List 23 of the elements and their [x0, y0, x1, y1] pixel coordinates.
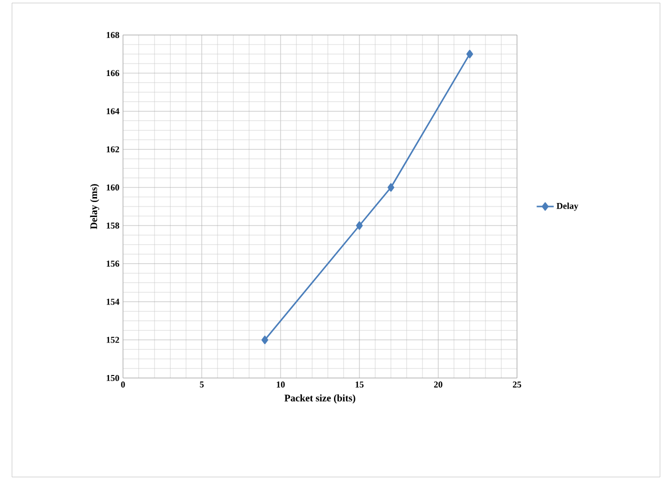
x-tick-label: 25: [512, 382, 522, 388]
y-tick-label: 150: [106, 374, 120, 382]
y-tick-label: 168: [106, 32, 120, 38]
y-tick-label: 152: [106, 336, 120, 343]
x-tick-label: 10: [276, 382, 285, 388]
y-tick-label: 160: [106, 184, 120, 190]
y-tick-label: 162: [106, 146, 120, 152]
x-axis-title: Packet size (bits): [284, 394, 356, 404]
point: [261, 336, 268, 344]
x-tick-label: 5: [200, 382, 204, 388]
x-tick-label: 15: [356, 382, 364, 388]
y-tick-label: 158: [106, 222, 120, 229]
y-tick-label: 156: [106, 260, 120, 267]
point: [466, 50, 474, 58]
x-tick-label: 0: [121, 382, 125, 388]
legend-label: Delay: [556, 202, 578, 211]
y-tick-label: 166: [106, 70, 120, 76]
y-axis-title: Delay (ms): [90, 184, 100, 230]
x-tick-label: 20: [434, 382, 442, 388]
y-tick-label: 154: [106, 298, 120, 305]
point: [388, 183, 394, 192]
y-tick-label: 164: [106, 108, 120, 114]
point: [356, 221, 363, 230]
